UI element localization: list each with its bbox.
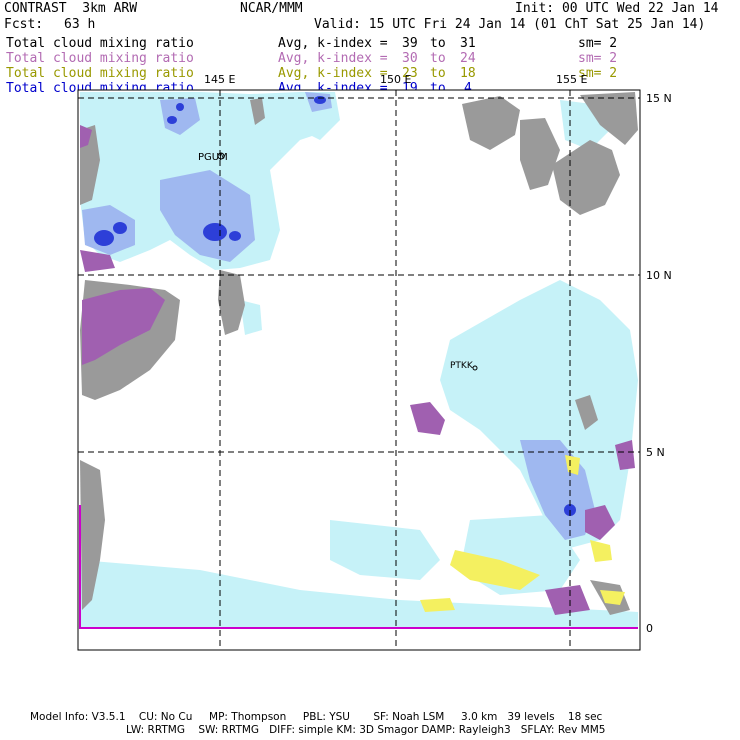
legend-field: Total cloud mixing ratio [6, 66, 194, 81]
lat-label-0: 0 [646, 622, 653, 635]
legend-to: 18 [460, 66, 476, 81]
station-label-ptkk: PTKK [450, 361, 473, 371]
legend-to: 31 [460, 36, 476, 51]
model-info-line-1: Model Info: V3.5.1 CU: No Cu MP: Thompso… [30, 711, 603, 723]
forecast-map [77, 89, 641, 651]
legend-to: 4 [464, 81, 472, 96]
domain-border [79, 505, 638, 629]
valid-time: Valid: 15 UTC Fri 24 Jan 14 (01 ChT Sat … [314, 17, 706, 32]
lat-label-5n: 5 N [646, 446, 665, 459]
mid-cloud-layer [80, 125, 635, 615]
legend-from: 23 [402, 66, 418, 81]
lat-label-15n: 15 N [646, 92, 672, 105]
legend-to-word: to [430, 51, 446, 66]
lat-label-10n: 10 N [646, 269, 672, 282]
grid-lines [78, 90, 640, 650]
legend-to-word: to [430, 36, 446, 51]
legend-from: 39 [402, 36, 418, 51]
forecast-hours: 63 h [64, 17, 96, 32]
center-title: NCAR/MMM [240, 1, 303, 16]
station-marker-ptkk [472, 365, 478, 371]
lon-label-155: 155 E [556, 73, 588, 86]
model-info-line-2: LW: RRTMG SW: RRTMG DIFF: simple KM: 3D … [126, 724, 606, 736]
legend-to-word: to [430, 66, 446, 81]
model-title: CONTRAST 3km ARW [4, 1, 138, 16]
legend-stat: Avg, k-index = [278, 51, 388, 66]
legend-sm: sm= 2 [578, 36, 618, 51]
init-time: Init: 00 UTC Wed 22 Jan 14 [515, 1, 719, 16]
legend-field: Total cloud mixing ratio [6, 51, 194, 66]
legend-to: 24 [460, 51, 476, 66]
legend-from: 30 [402, 51, 418, 66]
station-label-pgum: PGUM [198, 152, 228, 163]
legend-stat: Avg, k-index = [278, 36, 388, 51]
lon-label-150: 150 E [380, 73, 412, 86]
cloud-dark-layer [94, 96, 576, 516]
legend-stat: Avg, k-index = [278, 66, 388, 81]
lon-label-145: 145 E [204, 73, 236, 86]
station-markers [217, 152, 478, 371]
low-cloud-layer [420, 455, 625, 612]
forecast-label: Fcst: [4, 17, 44, 32]
legend-sm: sm= 2 [578, 51, 618, 66]
station-marker-pgum [217, 152, 225, 160]
legend-sm: sm= 2 [578, 66, 618, 81]
legend-field: Total cloud mixing ratio [6, 36, 194, 51]
